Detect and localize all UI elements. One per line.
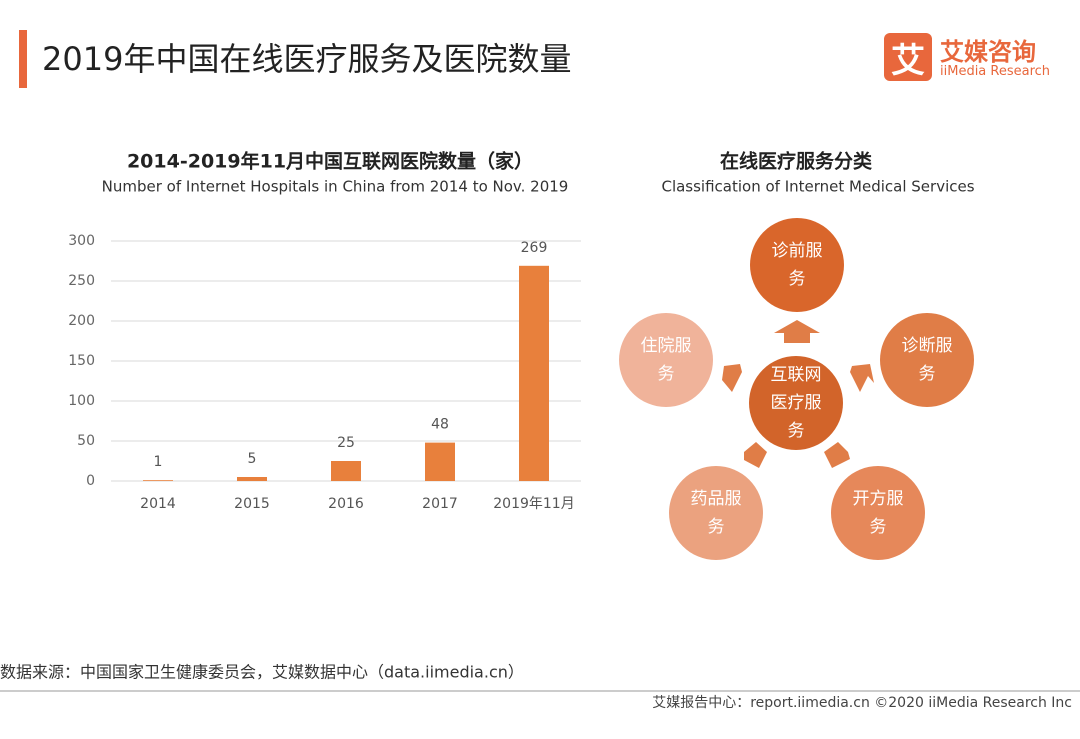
x-tick-label: 2016 [328,496,364,512]
node-label: 住院服务 [640,336,692,384]
title-accent [19,30,27,88]
y-tick-label: 150 [68,353,95,369]
y-tick-label: 0 [86,473,95,489]
center-label: 互联网医疗服务 [770,365,822,441]
node-label: 开方服务 [852,489,904,537]
node-label: 诊前服务 [771,241,823,289]
x-tick-label: 2014 [140,496,176,512]
arrow [722,364,742,392]
node-label: 药品服务 [690,489,742,537]
source-note: 数据来源：中国国家卫生健康委员会，艾媒数据中心（data.iimedia.cn） [0,663,524,682]
node: 诊前服务 [750,218,844,312]
arrows [722,320,874,468]
diagram-subtitle: Classification of Internet Medical Servi… [661,178,974,196]
arrow [744,442,767,468]
bar [519,265,549,481]
node: 药品服务 [669,466,763,560]
logo-mark: 艾 [884,33,932,81]
center-node: 互联网医疗服务 [749,356,843,450]
x-tick-label: 2015 [234,496,270,512]
y-tick-label: 250 [68,273,95,289]
arrow [850,364,874,392]
node: 诊断服务 [880,313,974,407]
chart-subtitle: Number of Internet Hospitals in China fr… [102,178,569,196]
arrow [774,320,820,343]
x-tick-label: 2019年11月 [493,496,574,512]
data-label: 269 [521,240,548,256]
node-label: 诊断服务 [901,336,953,384]
data-label: 1 [154,454,163,470]
data-label: 5 [248,451,257,467]
data-label: 25 [337,435,355,451]
data-label: 48 [431,417,449,433]
node: 住院服务 [619,313,713,407]
page-title: 2019年中国在线医疗服务及医院数量 [42,40,572,78]
y-tick-label: 50 [77,433,95,449]
bar [237,477,267,481]
y-tick-label: 300 [68,233,95,249]
diagram-title: 在线医疗服务分类 [720,150,872,173]
y-tick-label: 200 [68,313,95,329]
copyright: 艾媒报告中心：report.iimedia.cn ©2020 iiMedia R… [652,695,1072,711]
y-tick-label: 100 [68,393,95,409]
node: 开方服务 [831,466,925,560]
bar [143,480,173,481]
logo-cn: 艾媒咨询 [940,38,1036,66]
bar [425,442,455,481]
x-tick-label: 2017 [422,496,458,512]
bar [331,461,361,481]
logo-en: iiMedia Research [940,64,1051,79]
arrow [824,442,850,468]
chart-title: 2014-2019年11月中国互联网医院数量（家） [127,150,533,173]
